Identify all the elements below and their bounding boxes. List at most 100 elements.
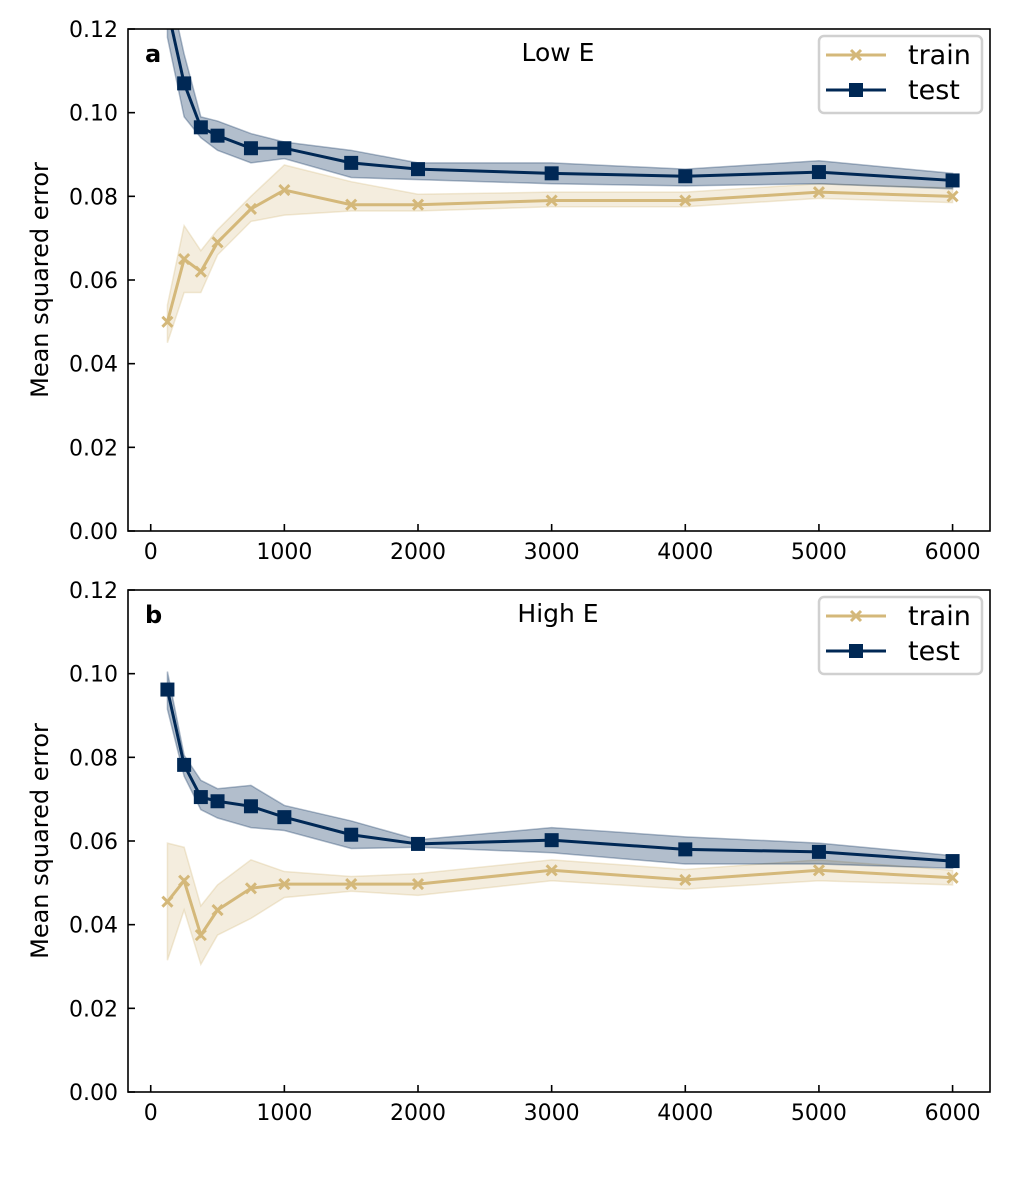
x-tick-label: 3000 bbox=[524, 1101, 580, 1126]
plot-area bbox=[160, 1, 960, 343]
marker-train bbox=[345, 878, 358, 891]
marker-train bbox=[211, 236, 224, 249]
legend-label-train: train bbox=[908, 40, 971, 71]
legend: train test bbox=[817, 34, 984, 115]
y-tick-label: 0.02 bbox=[69, 997, 118, 1022]
marker-test bbox=[544, 833, 559, 848]
y-tick-label: 0.10 bbox=[69, 663, 118, 688]
plot-area bbox=[160, 671, 960, 967]
x-tick-label: 0 bbox=[144, 540, 158, 565]
legend-marker-test bbox=[849, 644, 863, 658]
x-tick-label: 0 bbox=[144, 1101, 158, 1126]
panel-title: Low E bbox=[522, 38, 595, 67]
panel-b: 0 1000 2000 3000 4000 5000 6000 0.00 0.02 0.04 0.0… bbox=[26, 579, 991, 1126]
marker-test bbox=[160, 682, 175, 697]
marker-test bbox=[678, 842, 693, 857]
x-tick-label: 6000 bbox=[925, 540, 981, 565]
line-test bbox=[170, 29, 953, 182]
marker-test bbox=[344, 155, 359, 170]
marker-train bbox=[278, 878, 291, 891]
marker-train bbox=[411, 878, 425, 891]
x-tick-label: 1000 bbox=[256, 540, 312, 565]
x-tick-label: 2000 bbox=[390, 540, 446, 565]
marker-test bbox=[811, 844, 826, 859]
legend: train test bbox=[817, 595, 984, 676]
y-tick-label: 0.08 bbox=[69, 185, 118, 210]
x-tick-label: 4000 bbox=[657, 1101, 713, 1126]
x-tick-label: 4000 bbox=[657, 540, 713, 565]
marker-test bbox=[243, 141, 258, 156]
marker-test bbox=[678, 169, 693, 184]
y-tick-label: 0.02 bbox=[69, 436, 118, 461]
legend-label-train: train bbox=[908, 601, 971, 632]
band-train bbox=[166, 164, 954, 343]
marker-test bbox=[344, 827, 359, 842]
marker-train bbox=[812, 186, 825, 199]
x-tick-label: 5000 bbox=[791, 540, 847, 565]
panel-title: High E bbox=[517, 599, 598, 628]
marker-train bbox=[679, 873, 692, 886]
marker-train bbox=[812, 864, 825, 877]
marker-test bbox=[177, 757, 192, 772]
marker-train bbox=[211, 903, 224, 917]
marker-test bbox=[277, 141, 292, 156]
band-test bbox=[166, 671, 954, 869]
y-tick-label: 0.04 bbox=[69, 914, 118, 939]
y-tick-label: 0.06 bbox=[69, 269, 118, 294]
y-tick-label: 0.08 bbox=[69, 746, 118, 771]
marker-test bbox=[193, 790, 208, 805]
marker-test bbox=[411, 162, 426, 177]
marker-train bbox=[194, 265, 207, 278]
line-train bbox=[166, 868, 953, 939]
marker-test bbox=[945, 173, 960, 188]
y-axis-label: Mean squared error bbox=[26, 723, 54, 959]
y-tick-label: 0.12 bbox=[69, 18, 118, 43]
marker-train bbox=[679, 194, 692, 207]
marker-train bbox=[244, 882, 258, 895]
marker-test bbox=[193, 120, 208, 135]
marker-train bbox=[178, 253, 191, 266]
x-tick-label: 6000 bbox=[925, 1101, 981, 1126]
marker-test bbox=[411, 836, 426, 851]
marker-train bbox=[411, 198, 425, 211]
marker-test bbox=[945, 854, 960, 869]
panel-label: a bbox=[145, 40, 161, 68]
legend-marker-test bbox=[849, 83, 863, 97]
marker-test bbox=[277, 810, 292, 825]
marker-test bbox=[160, 1, 174, 15]
panel-label: b bbox=[145, 601, 162, 629]
marker-train bbox=[194, 929, 207, 942]
marker-test bbox=[210, 794, 225, 809]
marker-train bbox=[178, 874, 191, 887]
marker-train bbox=[345, 198, 358, 211]
legend-label-test: test bbox=[908, 636, 960, 667]
y-axis-label: Mean squared error bbox=[26, 162, 54, 398]
band-test bbox=[166, 29, 954, 190]
legend-label-test: test bbox=[908, 75, 960, 106]
x-tick-label: 5000 bbox=[791, 1101, 847, 1126]
y-tick-label: 0.12 bbox=[69, 579, 118, 604]
marker-train bbox=[946, 871, 959, 884]
x-tick-label: 1000 bbox=[256, 1101, 312, 1126]
marker-test bbox=[544, 166, 559, 181]
y-tick-label: 0.00 bbox=[69, 520, 118, 545]
marker-train bbox=[545, 864, 558, 877]
marker-train bbox=[161, 895, 174, 908]
marker-train bbox=[545, 194, 558, 207]
panel-a: 0 1000 2000 3000 4000 5000 6000 0.00 0.02 0.04 0.0… bbox=[26, 1, 991, 565]
x-tick-label: 3000 bbox=[524, 540, 580, 565]
legend-marker-train bbox=[849, 48, 863, 62]
marker-train bbox=[946, 190, 959, 203]
y-tick-label: 0.00 bbox=[69, 1081, 118, 1106]
x-tick-label: 2000 bbox=[390, 1101, 446, 1126]
y-tick-label: 0.06 bbox=[69, 830, 118, 855]
marker-train bbox=[161, 315, 174, 328]
marker-test bbox=[243, 799, 258, 814]
y-tick-label: 0.10 bbox=[69, 102, 118, 127]
marker-test bbox=[811, 165, 826, 180]
y-tick-label: 0.04 bbox=[69, 353, 118, 378]
marker-test bbox=[210, 128, 225, 143]
legend-marker-train bbox=[849, 609, 863, 623]
marker-train bbox=[278, 183, 291, 197]
